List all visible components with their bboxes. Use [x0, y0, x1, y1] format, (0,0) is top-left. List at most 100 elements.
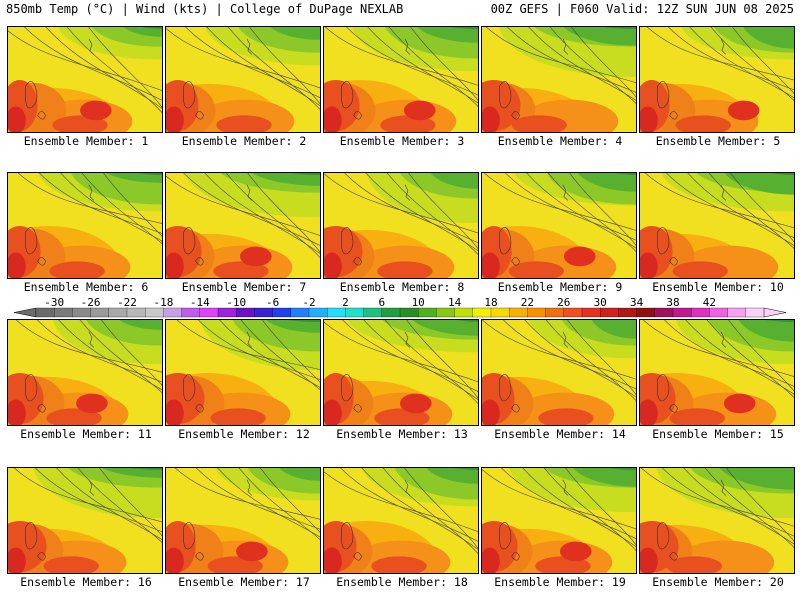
contour-line [103, 173, 162, 237]
contour-line [247, 173, 320, 253]
colorbar-segment [199, 307, 219, 318]
colorbar-tick-label: 10 [412, 297, 425, 309]
hot-region [538, 408, 594, 425]
ensemble-map-panel [481, 467, 637, 574]
ensemble-member-label: Ensemble Member: 6 [23, 280, 149, 294]
terrain-outline [657, 522, 670, 550]
coast-outline [720, 479, 727, 496]
ensemble-map-panel [7, 319, 163, 426]
ensemble-map-panel [481, 26, 637, 133]
cool-region [591, 320, 636, 339]
contour-line [642, 320, 794, 377]
cool-region [457, 320, 478, 322]
terrain-outline [511, 257, 520, 266]
contour-line [60, 173, 162, 242]
colorbar-segment [254, 307, 274, 318]
coast-outline [404, 184, 411, 201]
ensemble-member-label: Ensemble Member: 9 [497, 280, 623, 294]
colorbar-tick-label: -18 [153, 297, 173, 309]
contour-line [240, 320, 320, 391]
cool-region [719, 468, 794, 490]
contour-line [166, 28, 320, 89]
contour-line [565, 468, 636, 546]
contour-line [408, 173, 478, 250]
contour-line [406, 320, 478, 399]
colorbar-segment [217, 307, 237, 318]
coast-outline [88, 479, 95, 496]
ensemble-map-panel [639, 172, 795, 279]
ensemble-map-panel [7, 172, 163, 279]
terrain-outline [341, 227, 354, 255]
cool-region [279, 468, 320, 481]
cool-region [287, 320, 320, 322]
ensemble-map-panel [7, 26, 163, 133]
colorbar-tick-label: 42 [703, 297, 716, 309]
temperature-field-map [324, 173, 478, 278]
terrain-outline [353, 111, 362, 120]
ensemble-map-panel [323, 172, 479, 279]
temperature-field-map [8, 320, 162, 425]
ensemble-member-label: Ensemble Member: 11 [20, 427, 152, 441]
ensemble-map-panel [165, 319, 321, 426]
contour-line [384, 320, 478, 405]
temperature-field-map [324, 27, 478, 132]
ensemble-member-label: Ensemble Member: 16 [20, 575, 152, 589]
terrain-outline [669, 404, 678, 413]
contour-line [522, 468, 636, 548]
hot-region [723, 393, 756, 414]
colorbar-segment [181, 307, 201, 318]
ensemble-member-label: Ensemble Member: 1 [23, 134, 149, 148]
contour-line [524, 320, 636, 398]
ensemble-member-label: Ensemble Member: 8 [339, 280, 465, 294]
cool-region [573, 468, 636, 487]
hot-region [675, 115, 731, 132]
ensemble-member-label: Ensemble Member: 2 [181, 134, 307, 148]
contour-line [365, 173, 478, 252]
temperature-field-map [8, 173, 162, 278]
coast-outline [562, 38, 569, 55]
colorbar-segment [418, 307, 437, 318]
colorbar-tick-label: -6 [266, 297, 279, 309]
terrain-outline [25, 227, 38, 255]
cool-region [603, 27, 636, 29]
hot-region [8, 252, 26, 278]
contour-line [569, 173, 636, 246]
temperature-field-map [482, 27, 636, 132]
contour-line [225, 173, 320, 259]
colorbar-segment [363, 307, 383, 318]
cool-region [106, 173, 162, 183]
ensemble-map-panel [323, 319, 479, 426]
ensemble-member-label: Ensemble Member: 5 [655, 134, 781, 148]
temperature-field-map [640, 468, 794, 573]
ensemble-member-label: Ensemble Member: 4 [497, 134, 623, 148]
colorbar-segment [72, 307, 92, 318]
contour-line [710, 27, 794, 101]
terrain-outline [25, 81, 38, 109]
terrain-outline [183, 522, 196, 550]
cool-region [416, 27, 478, 43]
contour-line [388, 27, 478, 108]
cool-region [563, 27, 636, 46]
contour-line [174, 468, 320, 520]
hot-region [640, 106, 658, 132]
contour-line [708, 173, 794, 249]
colorbar-segment [527, 307, 547, 318]
colorbar-segment [654, 307, 674, 318]
ensemble-map-panel [323, 467, 479, 574]
cool-region [615, 173, 636, 175]
colorbar-segment [709, 307, 729, 318]
contour-line [262, 320, 320, 383]
temperature-field-map [166, 173, 320, 278]
coast-outline [246, 331, 253, 348]
ensemble-map-panel [639, 467, 795, 574]
colorbar-segment [35, 307, 55, 318]
hot-region [76, 393, 108, 414]
hot-region [640, 547, 658, 573]
colorbar-segment [509, 307, 528, 318]
hot-region [640, 252, 658, 278]
contour-line [204, 173, 320, 254]
contour-line [685, 320, 794, 395]
contour-line [361, 468, 478, 550]
contour-line [45, 27, 162, 109]
hot-region [49, 261, 105, 278]
